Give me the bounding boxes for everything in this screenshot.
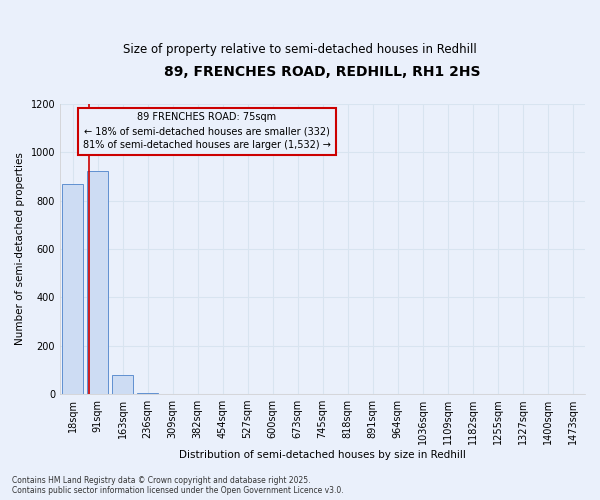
Text: Contains HM Land Registry data © Crown copyright and database right 2025.
Contai: Contains HM Land Registry data © Crown c… bbox=[12, 476, 344, 495]
X-axis label: Distribution of semi-detached houses by size in Redhill: Distribution of semi-detached houses by … bbox=[179, 450, 466, 460]
Title: 89, FRENCHES ROAD, REDHILL, RH1 2HS: 89, FRENCHES ROAD, REDHILL, RH1 2HS bbox=[164, 65, 481, 79]
Bar bbox=[87, 172, 108, 394]
Text: Size of property relative to semi-detached houses in Redhill: Size of property relative to semi-detach… bbox=[123, 42, 477, 56]
Bar bbox=[62, 184, 83, 394]
Bar bbox=[112, 374, 133, 394]
Text: 89 FRENCHES ROAD: 75sqm
← 18% of semi-detached houses are smaller (332)
81% of s: 89 FRENCHES ROAD: 75sqm ← 18% of semi-de… bbox=[83, 112, 331, 150]
Bar bbox=[137, 392, 158, 394]
Y-axis label: Number of semi-detached properties: Number of semi-detached properties bbox=[15, 152, 25, 346]
